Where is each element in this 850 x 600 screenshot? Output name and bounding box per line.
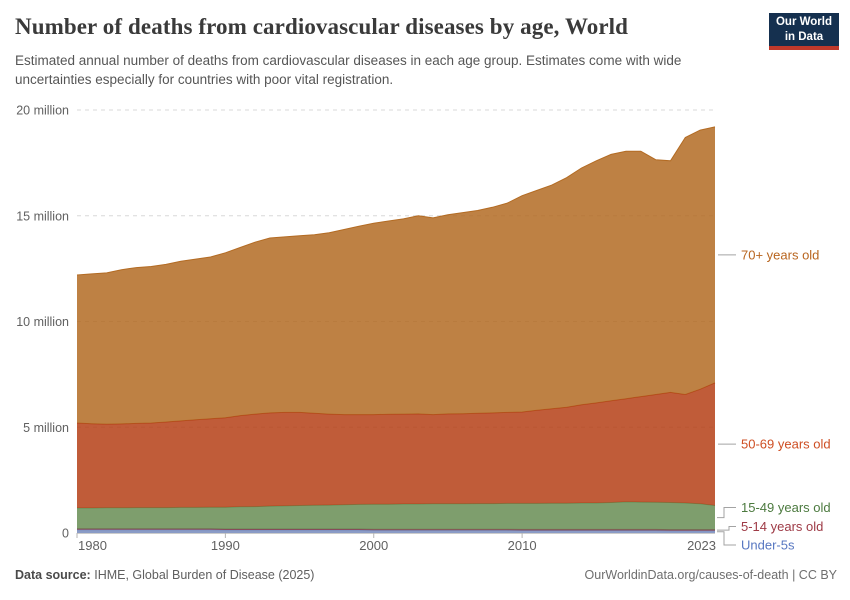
legend-connector-under-5s	[717, 531, 736, 546]
owid-logo-line2: in Data	[784, 30, 824, 43]
legend-connector-15-49-years-old	[717, 507, 736, 519]
area-edge-70-years-old	[76, 126, 716, 276]
x-axis-label-1990: 1990	[211, 538, 240, 553]
y-axis-label-20: 20 million	[16, 104, 69, 118]
page-subtitle: Estimated annual number of deaths from c…	[15, 53, 682, 87]
data-source-value: IHME, Global Burden of Disease (2025)	[94, 568, 315, 582]
legend-label-5-14-years-old[interactable]: 5-14 years old	[741, 519, 823, 534]
x-axis-label-2000: 2000	[359, 538, 388, 553]
y-axis-label-15: 15 million	[16, 209, 69, 223]
footer-credit: OurWorldinData.org/causes-of-death | CC …	[585, 568, 837, 582]
legend-label-15-49-years-old[interactable]: 15-49 years old	[741, 500, 831, 515]
legend-label-50-69-years-old[interactable]: 50-69 years old	[741, 437, 831, 452]
license-label: CC BY	[798, 568, 837, 582]
page-title: Number of deaths from cardiovascular dis…	[15, 14, 629, 39]
area-15-49-years-old[interactable]	[77, 501, 715, 530]
data-source-label: Data source:	[15, 568, 91, 582]
owid-logo: Our World in Data	[769, 13, 839, 50]
area-edge-50-69-years-old	[76, 382, 716, 425]
y-axis-label-0: 0	[62, 527, 69, 541]
footer-divider: |	[792, 568, 796, 582]
footer: Data source: IHME, Global Burden of Dise…	[15, 568, 837, 582]
legend-label-under-5s[interactable]: Under-5s	[741, 538, 795, 553]
legend-label-70-years-old[interactable]: 70+ years old	[741, 247, 819, 262]
owid-url-link[interactable]: OurWorldinData.org/causes-of-death	[584, 568, 789, 582]
area-50-69-years-old[interactable]	[77, 382, 715, 508]
x-axis-label-1980: 1980	[78, 538, 107, 553]
area-70-years-old[interactable]	[77, 126, 715, 425]
x-axis-label-2010: 2010	[508, 538, 537, 553]
x-axis-label-2023: 2023	[687, 538, 716, 553]
y-axis-label-10: 10 million	[16, 315, 69, 329]
owid-logo-line1: Our World	[775, 16, 832, 29]
legend-connector-5-14-years-old	[717, 526, 736, 531]
data-source: Data source: IHME, Global Burden of Dise…	[15, 568, 314, 582]
y-axis-label-5: 5 million	[23, 421, 69, 435]
